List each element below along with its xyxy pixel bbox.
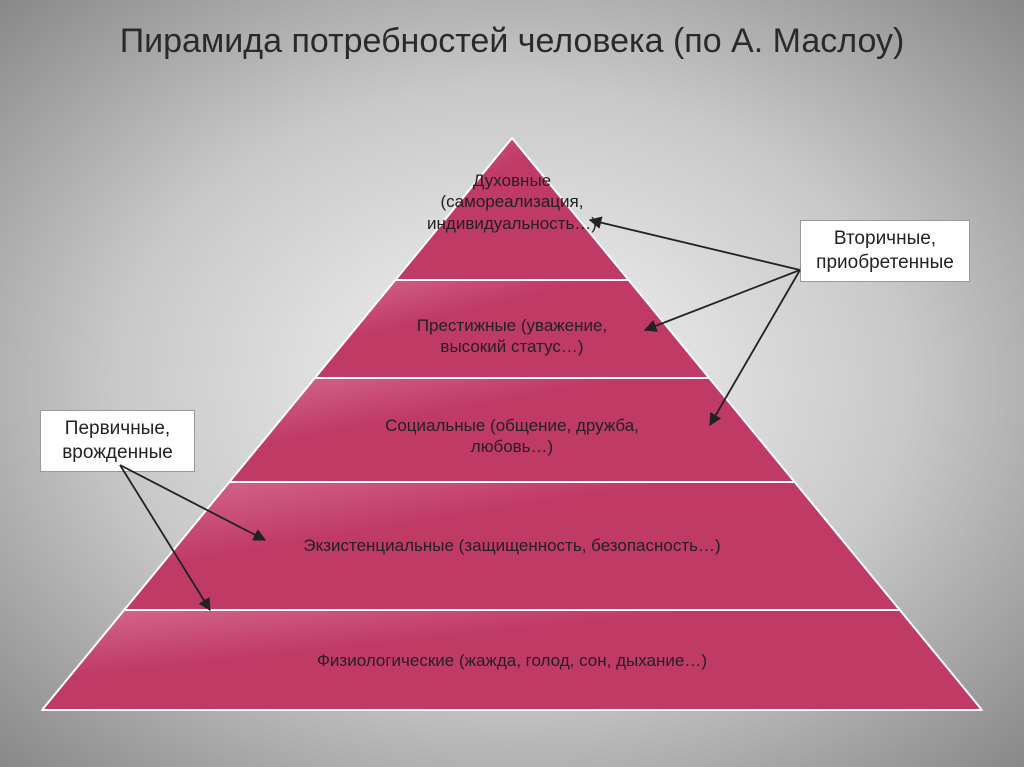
callout-arrows bbox=[0, 120, 1024, 740]
page-title: Пирамида потребностей человека (по А. Ма… bbox=[0, 20, 1024, 63]
diagram-stage: Духовные (самореализация, индивидуальнос… bbox=[0, 120, 1024, 740]
